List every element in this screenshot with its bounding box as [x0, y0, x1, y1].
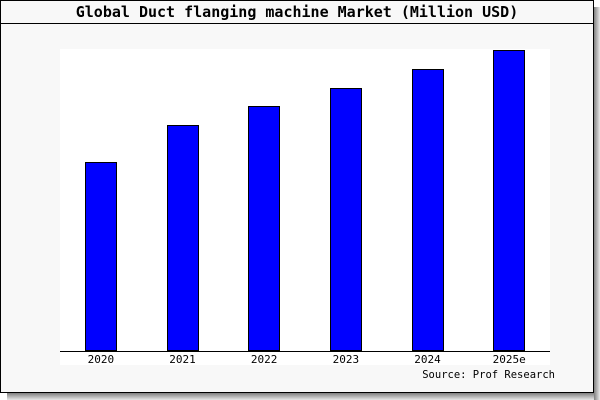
bar-2022 [248, 106, 281, 351]
x-tick-label-2024: 2024 [414, 353, 441, 366]
chart-frame: Global Duct flanging machine Market (Mil… [0, 0, 594, 393]
x-tick-label-2025e: 2025e [492, 353, 526, 366]
bar-slot [305, 49, 387, 351]
bar-slot [60, 49, 142, 351]
bar-2024 [411, 69, 444, 351]
plot-area: 2020 2021 2022 2023 2024 2025e [60, 49, 550, 366]
chart-title: Global Duct flanging machine Market (Mil… [1, 1, 593, 24]
bar-2025e [493, 50, 526, 351]
drop-shadow-right [594, 7, 600, 400]
bar-2020 [84, 162, 117, 351]
bar-slot [142, 49, 224, 351]
bar-slot [387, 49, 469, 351]
x-tick-label-2023: 2023 [332, 353, 360, 366]
x-axis-labels: 2020 2021 2022 2023 2024 2025e [60, 352, 550, 366]
x-tick-label-2020: 2020 [87, 353, 115, 366]
bar-2021 [166, 125, 199, 351]
bar-2023 [329, 88, 362, 351]
bars-container [60, 49, 550, 352]
bar-slot [468, 49, 550, 351]
bar-slot [223, 49, 305, 351]
x-tick-label-2022: 2022 [250, 353, 278, 366]
x-tick-label-2021: 2021 [169, 353, 196, 366]
drop-shadow-bottom [7, 393, 594, 400]
source-note: Source: Prof Research [422, 369, 555, 381]
